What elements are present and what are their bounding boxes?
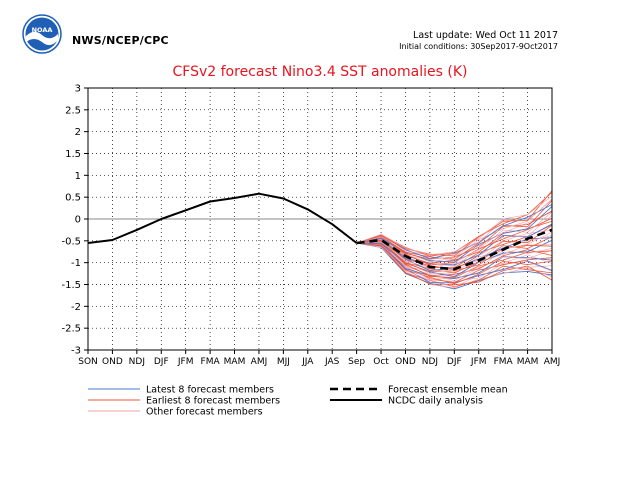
earliest-member-line [356,242,553,288]
earliest-member-line [356,236,553,274]
y-tick-label: 2 [75,127,81,138]
x-tick-label: AMJ [251,357,268,367]
other-member-line [356,214,553,267]
x-tick-label: FMA [494,357,514,367]
ensemble-mean-line [356,228,553,271]
legend-label: Forecast ensemble mean [388,385,508,396]
latest-member-line [356,242,553,290]
y-tick-label: -0.5 [61,236,81,247]
x-tick-label: NDJ [422,357,438,367]
earliest-member-line [356,224,553,269]
latest-member-line [356,206,553,263]
y-tick-label: -1 [71,258,81,269]
x-tick-label: MAM [517,357,539,367]
x-tick-label: Oct [373,357,389,367]
observed-analysis-line [87,192,358,244]
x-tick-label: AMJ [544,357,561,367]
y-tick-label: 1 [75,171,81,182]
chart-title: CFSv2 forecast Nino3.4 SST anomalies (K) [172,64,468,80]
x-tick-label: MJJ [277,357,290,367]
initial-conditions-text: Initial conditions: 30Sep2017-9Oct2017 [399,42,558,51]
x-tick-label: NDJ [129,357,145,367]
y-tick-label: -2.5 [61,324,81,335]
x-tick-label: JAS [324,357,340,367]
earliest-member-line [356,190,553,257]
last-update-text: Last update: Wed Oct 11 2017 [413,30,558,41]
x-tick-label: JJA [301,357,314,367]
x-tick-label: SON [78,357,98,367]
x-tick-label: Sep [348,357,365,367]
other-member-line [356,242,553,281]
latest-member-line [356,239,553,278]
other-member-line [356,195,553,256]
x-tick-label: JFM [177,357,194,367]
y-tick-label: 3 [75,84,81,95]
y-tick-label: 0 [75,215,81,226]
legend-label: NCDC daily analysis [388,396,483,407]
y-tick-label: 2.5 [65,105,81,116]
x-tick-label: MAM [224,357,246,367]
x-tick-label: FMA [201,357,221,367]
earliest-member-line [356,242,553,285]
y-tick-label: -3 [71,346,81,357]
legend-label: Latest 8 forecast members [146,385,274,396]
x-tick-label: JFM [470,357,487,367]
earliest-member-line [356,242,553,284]
y-tick-label: 1.5 [65,149,81,160]
earliest-member-line [356,242,553,279]
legend-label: Other forecast members [146,407,263,418]
earliest-member-line [356,200,553,260]
y-tick-label: -2 [71,302,81,313]
x-tick-label: OND [102,357,123,367]
x-tick-label: DJF [154,357,169,367]
x-tick-label: OND [395,357,416,367]
noaa-logo-icon: NOAA [22,14,62,54]
other-member-line [356,231,553,273]
other-member-line [356,198,553,259]
y-tick-label: 0.5 [65,193,81,204]
legend-label: Earliest 8 forecast members [146,396,280,407]
other-member-line [356,242,553,288]
logo-text: NOAA [32,26,53,34]
y-tick-label: -1.5 [61,280,81,291]
x-tick-label: DJF [447,357,462,367]
agency-label: NWS/NCEP/CPC [72,34,169,47]
